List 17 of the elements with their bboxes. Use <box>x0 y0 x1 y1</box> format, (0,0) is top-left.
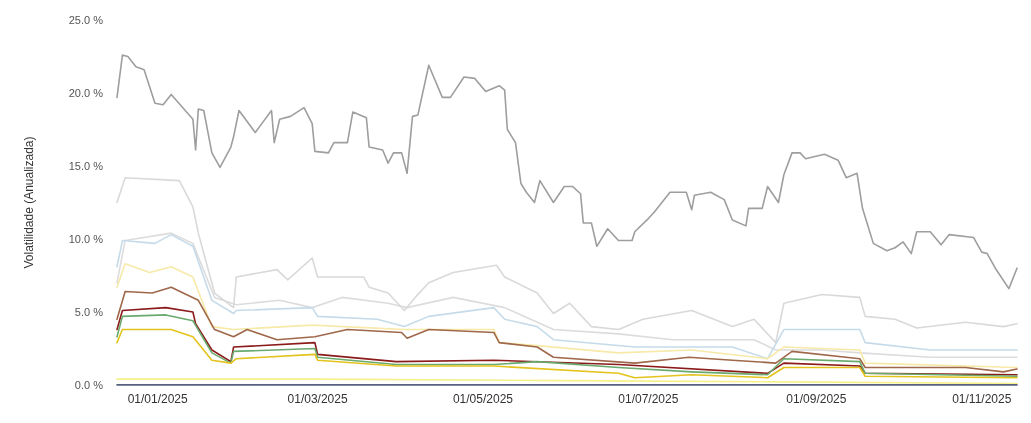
line-series <box>116 54 1018 290</box>
x-tick-label: 01/03/2025 <box>287 392 348 406</box>
y-tick-label: 0.0 % <box>74 379 104 391</box>
line-series <box>116 263 1018 369</box>
x-tick-label: 01/01/2025 <box>127 392 189 406</box>
x-tick-label: 01/11/2025 <box>952 392 1012 406</box>
y-tick-label: 20.0 % <box>68 87 104 99</box>
y-tick-label: 15.0 % <box>68 160 104 172</box>
x-tick-label: 01/05/2025 <box>452 392 514 406</box>
line-series <box>116 328 1018 379</box>
x-tick-label: 01/07/2025 <box>618 392 679 406</box>
line-series <box>116 286 1018 373</box>
y-tick-label: 25.0 % <box>68 14 104 26</box>
x-tick-label: 01/09/2025 <box>786 392 847 406</box>
y-tick-label: 5.0 % <box>74 306 104 318</box>
y-tick-label: 10.0 % <box>68 233 104 245</box>
y-axis-title: Volatilidade (Anualizada) <box>22 136 36 269</box>
